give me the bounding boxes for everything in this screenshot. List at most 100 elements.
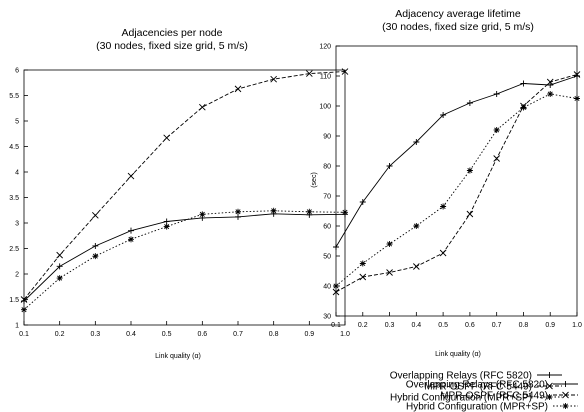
data-point bbox=[439, 249, 447, 257]
data-point bbox=[128, 236, 134, 243]
x-tick-label: 0.2 bbox=[55, 331, 65, 338]
data-point bbox=[466, 210, 474, 218]
y-tick-label: 60 bbox=[323, 224, 331, 231]
y-tick-label: 1 bbox=[15, 323, 19, 330]
y-tick-label: 70 bbox=[323, 194, 331, 201]
legend-label: MPR-OSPF (RFC 5449) bbox=[440, 391, 548, 402]
data-point bbox=[413, 263, 420, 270]
x-tick-label: 0.5 bbox=[162, 331, 172, 338]
data-point bbox=[413, 223, 420, 229]
y-tick-label: 100 bbox=[319, 104, 331, 111]
data-point bbox=[306, 70, 313, 77]
data-point bbox=[163, 223, 170, 230]
chart-subtitle: (30 nodes, fixed size grid, 5 m/s) bbox=[382, 21, 534, 33]
data-point bbox=[493, 127, 500, 133]
legend-label: Hybrid Configuration (MPR+SP) bbox=[406, 402, 548, 412]
data-point bbox=[359, 273, 367, 281]
data-point bbox=[56, 251, 63, 259]
x-tick-label: 0.9 bbox=[545, 322, 555, 329]
legend-marker bbox=[546, 382, 553, 390]
data-point bbox=[332, 288, 340, 296]
y-tick-label: 30 bbox=[323, 314, 331, 321]
data-point bbox=[20, 296, 28, 303]
data-point bbox=[92, 253, 99, 260]
data-point bbox=[235, 213, 241, 220]
data-point bbox=[128, 227, 134, 234]
data-point bbox=[306, 208, 313, 215]
y-tick-label: 3.5 bbox=[9, 195, 19, 202]
data-point bbox=[235, 208, 241, 215]
data-point bbox=[520, 80, 527, 87]
x-tick-label: 1.0 bbox=[572, 322, 582, 329]
data-point bbox=[199, 211, 206, 218]
x-tick-label: 0.8 bbox=[519, 322, 529, 329]
data-point bbox=[333, 244, 339, 250]
data-point bbox=[386, 269, 393, 276]
y-tick-label: 4 bbox=[15, 170, 19, 177]
y-tick-label: 2.5 bbox=[9, 246, 19, 253]
plot-frame bbox=[23, 69, 346, 326]
data-point bbox=[466, 167, 473, 174]
x-tick-label: 0.5 bbox=[438, 322, 448, 329]
y-tick-label: 3 bbox=[15, 221, 19, 228]
data-point bbox=[199, 103, 206, 111]
x-tick-label: 0.3 bbox=[90, 331, 100, 338]
data-point bbox=[386, 241, 393, 247]
x-tick-label: 0.6 bbox=[465, 322, 475, 329]
x-tick-label: 1.0 bbox=[340, 331, 350, 338]
y-tick-label: 110 bbox=[320, 74, 331, 81]
x-tick-label: 0.6 bbox=[197, 331, 207, 338]
series-line bbox=[335, 74, 578, 293]
data-point bbox=[520, 104, 527, 111]
data-point bbox=[92, 242, 99, 249]
chart-title: Adjacency average lifetime bbox=[395, 8, 521, 20]
x-tick-label: 0.1 bbox=[19, 331, 29, 338]
x-tick-label: 0.9 bbox=[304, 331, 314, 338]
y-axis-label: (sec) bbox=[311, 172, 318, 188]
data-point bbox=[547, 91, 554, 97]
data-point bbox=[546, 78, 554, 86]
data-point bbox=[359, 260, 366, 267]
legend-label: MPR-OSPF (RFC 5449) bbox=[424, 382, 532, 393]
data-point bbox=[547, 82, 554, 88]
chart-adjacencies-per-node: Adjacencies per node (30 nodes, fixed si… bbox=[9, 27, 562, 404]
data-point bbox=[21, 306, 27, 313]
y-tick-label: 6 bbox=[15, 68, 19, 75]
legend-label: Hybrid Configuration (MPR+SP) bbox=[390, 393, 532, 404]
data-point bbox=[342, 209, 348, 216]
data-point bbox=[127, 172, 135, 180]
data-point bbox=[92, 212, 99, 219]
y-tick-label: 2 bbox=[15, 272, 19, 279]
x-tick-label: 0.7 bbox=[492, 322, 502, 329]
y-tick-label: 40 bbox=[323, 284, 331, 291]
x-axis-label: Link quality (α) bbox=[435, 351, 481, 358]
legend-label: Overlapping Relays (RFC 5820) bbox=[406, 380, 548, 391]
data-point bbox=[333, 283, 339, 289]
legend-marker bbox=[546, 394, 553, 400]
x-axis-label: Link quality (α) bbox=[155, 353, 201, 360]
y-tick-label: 1.5 bbox=[9, 297, 19, 304]
data-point bbox=[270, 75, 277, 83]
legend-marker bbox=[562, 403, 569, 409]
plot-frame bbox=[335, 45, 578, 317]
data-point bbox=[341, 68, 349, 75]
data-point bbox=[163, 134, 170, 142]
y-tick-label: 4.5 bbox=[9, 144, 19, 151]
x-tick-label: 0.8 bbox=[269, 331, 279, 338]
data-point bbox=[359, 199, 366, 205]
legend: Overlapping Relays (RFC 5820)MPR-OSPF (R… bbox=[406, 380, 578, 412]
series-line bbox=[23, 213, 346, 302]
series-line bbox=[23, 210, 346, 311]
data-point bbox=[493, 155, 500, 162]
plot-area: 1 1.5 2 2.5 3 3.5 4 4.5 5 5.5 6 0.1 0.2 0.3 0.4 0.5 0.6 0… bbox=[9, 68, 350, 339]
data-point bbox=[573, 71, 581, 78]
series-line bbox=[23, 71, 346, 300]
data-point bbox=[386, 163, 393, 169]
legend-marker bbox=[562, 391, 569, 399]
chart-adjacency-average-lifetime: Adjacency average lifetime (30 nodes, fi… bbox=[311, 8, 582, 412]
data-point bbox=[440, 203, 447, 210]
data-point bbox=[234, 85, 242, 93]
legend-marker bbox=[562, 381, 569, 387]
data-point bbox=[440, 112, 447, 118]
